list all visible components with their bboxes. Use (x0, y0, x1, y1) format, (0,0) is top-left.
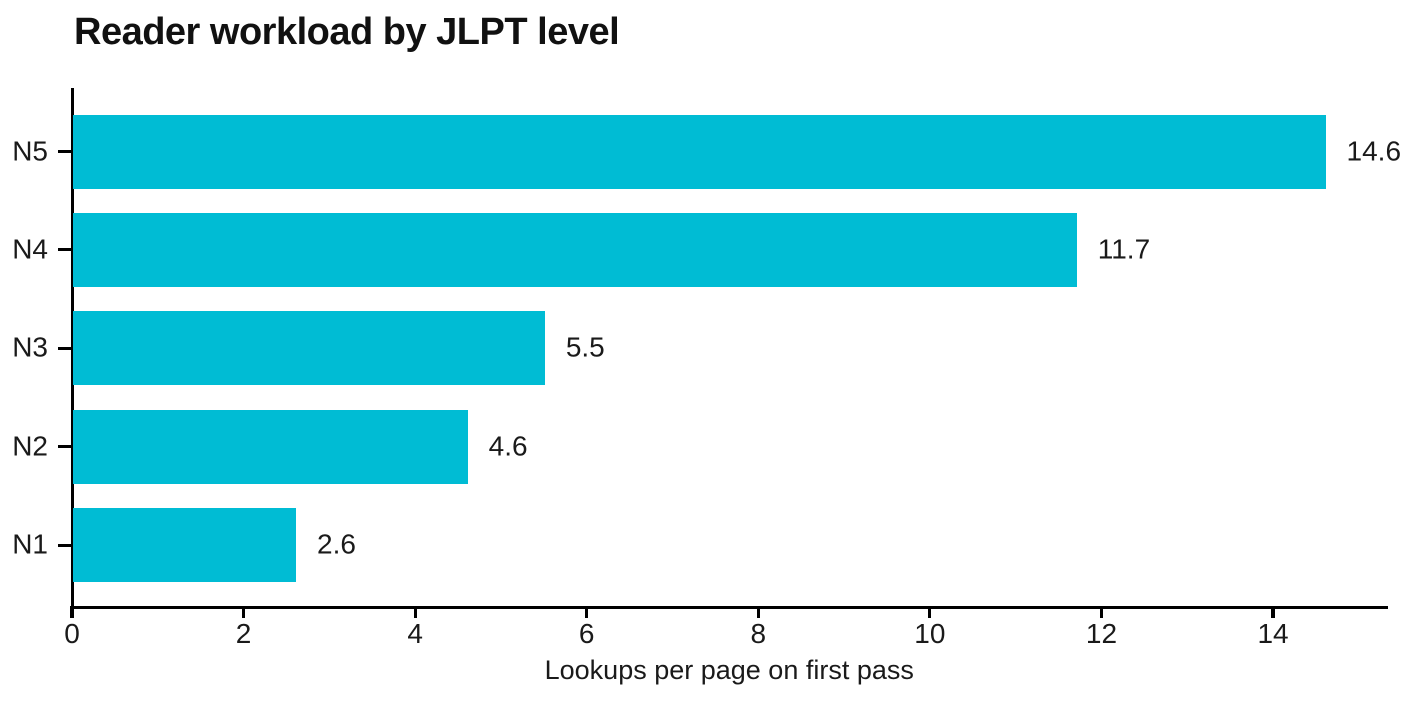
bar-n3 (73, 311, 545, 386)
x-tick-0 (70, 606, 74, 618)
x-tick-label-12: 12 (1085, 618, 1118, 649)
value-label-n1: 2.6 (317, 528, 356, 560)
x-tick-label-4: 4 (407, 618, 423, 649)
x-tick-4 (413, 606, 417, 618)
y-tick-label-n5: N5 (12, 134, 48, 166)
bar-n2 (73, 409, 468, 484)
y-tick-label-n4: N4 (12, 233, 48, 265)
y-tick-n1 (58, 543, 71, 547)
value-label-n2: 4.6 (488, 430, 528, 462)
chart-title: Reader workload by JLPT level (74, 11, 620, 53)
y-tick-n5 (58, 149, 71, 154)
x-tick-6 (585, 606, 589, 618)
x-tick-8 (756, 606, 760, 618)
x-axis-line (70, 605, 1388, 609)
bar-n4 (73, 212, 1077, 287)
x-tick-label-14: 14 (1257, 618, 1289, 649)
x-tick-2 (241, 606, 246, 618)
y-tick-n2 (58, 445, 71, 449)
x-tick-10 (928, 606, 932, 618)
x-tick-label-2: 2 (235, 618, 252, 649)
value-label-n5: 14.6 (1346, 134, 1402, 166)
value-label-n4: 11.7 (1097, 233, 1151, 265)
x-tick-label-6: 6 (578, 618, 595, 649)
x-tick-12 (1099, 606, 1104, 618)
x-tick-label-8: 8 (750, 618, 767, 649)
y-axis-line (70, 88, 74, 608)
y-tick-label-n2: N2 (12, 430, 48, 462)
y-tick-n4 (58, 248, 71, 252)
x-tick-14 (1271, 606, 1275, 618)
bar-n5 (73, 114, 1326, 189)
value-label-n3: 5.5 (565, 331, 605, 363)
y-tick-label-n3: N3 (12, 331, 48, 363)
bar-n1 (73, 508, 297, 583)
x-tick-label-0: 0 (64, 618, 80, 649)
y-tick-label-n1: N1 (12, 528, 48, 560)
y-tick-n3 (58, 346, 71, 350)
x-tick-label-10: 10 (914, 618, 946, 649)
x-axis-label: Lookups per page on first pass (544, 655, 914, 685)
